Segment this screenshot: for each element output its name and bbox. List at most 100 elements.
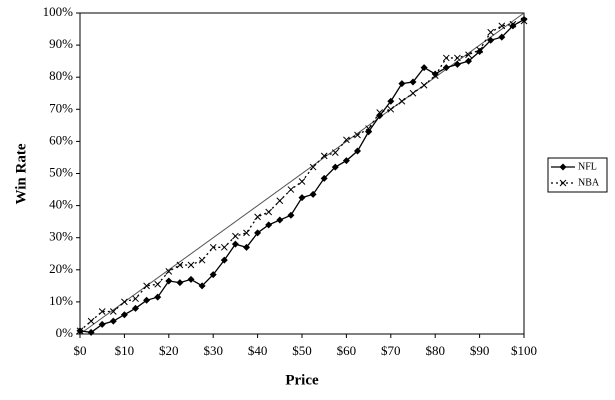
marker: [365, 125, 372, 132]
marker: [398, 97, 406, 105]
marker: [431, 72, 439, 79]
marker: [232, 232, 239, 240]
x-axis-label: Price: [285, 372, 319, 388]
marker: [454, 54, 461, 62]
y-tick-label: 80%: [49, 68, 73, 83]
marker: [298, 178, 306, 185]
marker: [298, 194, 306, 202]
marker: [376, 109, 384, 116]
marker: [559, 179, 567, 187]
x-tick-label: $60: [337, 343, 357, 358]
marker: [154, 293, 162, 301]
marker: [509, 20, 517, 28]
marker: [520, 15, 528, 23]
marker: [320, 152, 328, 160]
marker: [187, 261, 195, 269]
marker: [198, 282, 206, 290]
marker: [109, 317, 117, 325]
marker: [331, 163, 339, 171]
y-tick-label: 10%: [49, 293, 73, 308]
marker: [498, 22, 506, 30]
marker: [243, 243, 250, 251]
y-tick-label: 20%: [49, 261, 73, 276]
marker: [387, 105, 395, 113]
marker: [320, 174, 328, 182]
marker: [254, 213, 261, 221]
marker: [143, 282, 150, 290]
marker: [276, 216, 284, 224]
marker: [559, 163, 567, 171]
marker: [309, 190, 317, 198]
marker: [343, 136, 350, 144]
x-tick-label: $100: [511, 343, 537, 358]
marker: [476, 46, 483, 54]
marker: [287, 186, 295, 193]
marker: [243, 229, 250, 237]
marker: [209, 271, 217, 279]
x-tick-label: $0: [74, 343, 87, 358]
marker: [187, 275, 195, 283]
marker: [398, 80, 406, 88]
y-axis-label: Win Rate: [13, 143, 29, 204]
marker: [165, 268, 173, 275]
y-tick-label: 70%: [49, 100, 73, 115]
legend-label: NFL: [578, 161, 597, 172]
marker: [220, 256, 228, 264]
marker: [265, 208, 273, 216]
marker: [465, 51, 472, 59]
marker: [409, 78, 417, 86]
marker: [132, 295, 139, 303]
marker: [342, 157, 350, 165]
marker: [476, 48, 484, 56]
marker: [254, 229, 262, 237]
y-tick-label: 50%: [49, 164, 73, 179]
marker: [498, 33, 506, 41]
marker: [465, 57, 472, 65]
marker: [487, 36, 495, 44]
marker: [87, 328, 95, 336]
marker: [487, 28, 495, 36]
marker: [520, 17, 528, 25]
marker: [220, 243, 228, 251]
x-tick-label: $50: [292, 343, 312, 358]
legend-label: NBA: [578, 177, 600, 188]
y-tick-label: 90%: [49, 36, 73, 51]
marker: [331, 149, 339, 156]
x-tick-label: $40: [248, 343, 268, 358]
y-tick-label: 100%: [43, 4, 74, 19]
marker: [209, 243, 217, 251]
marker: [442, 54, 450, 62]
marker: [121, 298, 128, 306]
x-tick-label: $30: [203, 343, 223, 358]
marker: [132, 304, 139, 312]
marker: [420, 64, 428, 72]
marker: [143, 296, 151, 304]
marker: [154, 280, 162, 288]
x-tick-label: $80: [425, 343, 445, 358]
marker: [87, 317, 95, 325]
marker: [276, 197, 284, 205]
y-tick-label: 40%: [49, 197, 73, 212]
marker: [287, 211, 295, 219]
marker: [309, 163, 317, 171]
marker: [387, 97, 395, 105]
x-tick-label: $10: [115, 343, 135, 358]
marker: [198, 256, 206, 264]
marker: [431, 70, 439, 78]
marker: [165, 277, 173, 285]
marker: [420, 81, 428, 89]
x-tick-label: $70: [381, 343, 401, 358]
marker: [453, 60, 461, 68]
marker: [354, 131, 361, 139]
marker: [265, 221, 273, 229]
marker: [176, 279, 184, 287]
marker: [98, 308, 106, 315]
marker: [76, 327, 84, 335]
y-tick-label: 60%: [49, 132, 73, 147]
x-tick-label: $90: [470, 343, 490, 358]
y-tick-label: 0%: [56, 325, 74, 340]
marker: [98, 320, 106, 328]
marker: [109, 308, 117, 315]
legend-box: [547, 157, 608, 193]
